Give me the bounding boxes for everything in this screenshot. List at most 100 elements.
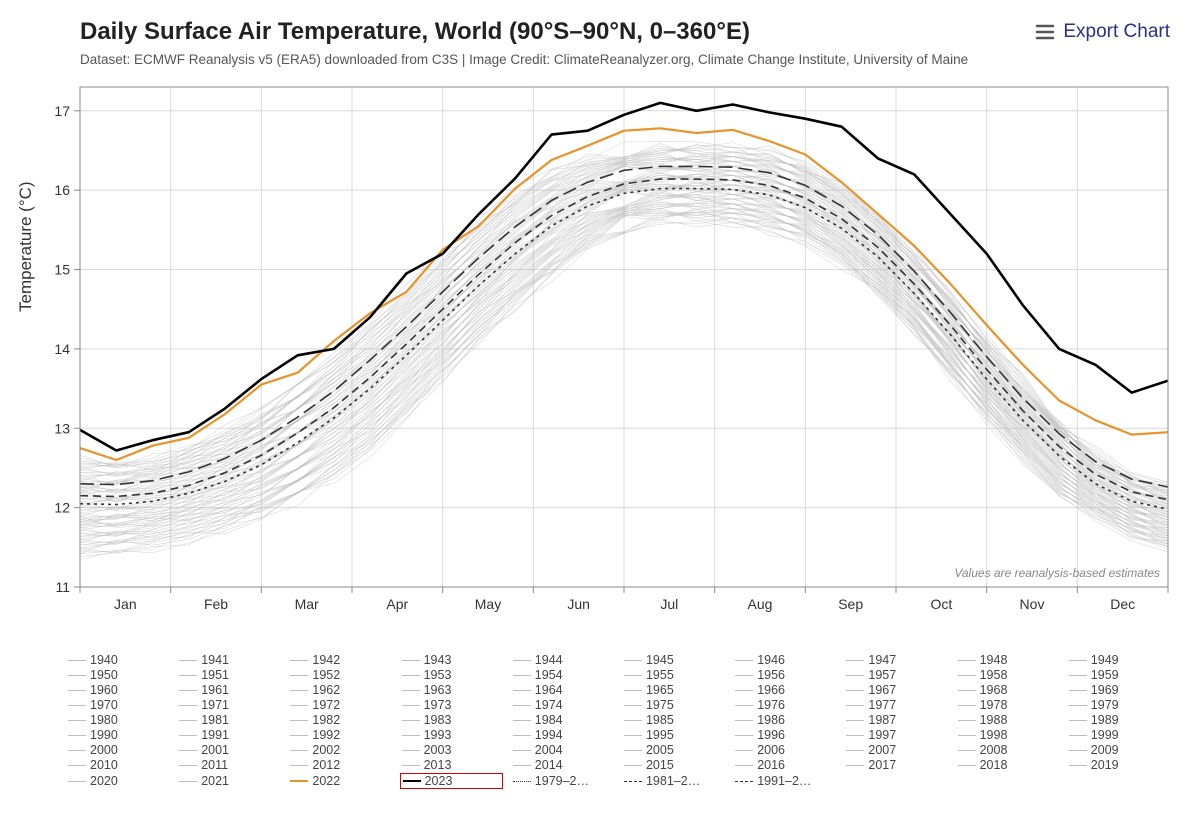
legend-item-1993[interactable]: 1993 (400, 728, 503, 742)
legend-item-1958[interactable]: 1958 (956, 668, 1059, 682)
legend-item-2014[interactable]: 2014 (511, 758, 614, 772)
legend-item-1950[interactable]: 1950 (66, 668, 169, 682)
legend-item-1996[interactable]: 1996 (733, 728, 836, 742)
legend-item-2012[interactable]: 2012 (288, 758, 391, 772)
legend-item-1973[interactable]: 1973 (400, 698, 503, 712)
legend-item-1955[interactable]: 1955 (622, 668, 725, 682)
legend-item-2004[interactable]: 2004 (511, 743, 614, 757)
legend-item-1945[interactable]: 1945 (622, 653, 725, 667)
legend-item-1942[interactable]: 1942 (288, 653, 391, 667)
legend-item-1941[interactable]: 1941 (177, 653, 280, 667)
legend-item-1982[interactable]: 1982 (288, 713, 391, 727)
legend-swatch (179, 705, 197, 706)
legend-item-1959[interactable]: 1959 (1067, 668, 1170, 682)
legend-item-1995[interactable]: 1995 (622, 728, 725, 742)
legend-item-1986[interactable]: 1986 (733, 713, 836, 727)
legend-item-1981–2…[interactable]: 1981–2… (622, 773, 725, 789)
svg-text:15: 15 (54, 262, 70, 278)
legend-item-1984[interactable]: 1984 (511, 713, 614, 727)
legend-item-1974[interactable]: 1974 (511, 698, 614, 712)
legend-item-2017[interactable]: 2017 (844, 758, 947, 772)
legend-item-2023[interactable]: 2023 (400, 773, 503, 789)
legend-swatch (513, 781, 531, 782)
legend-item-1956[interactable]: 1956 (733, 668, 836, 682)
legend-label: 2008 (980, 743, 1008, 757)
legend-item-1940[interactable]: 1940 (66, 653, 169, 667)
legend-item-2016[interactable]: 2016 (733, 758, 836, 772)
legend-item-2007[interactable]: 2007 (844, 743, 947, 757)
legend-item-1947[interactable]: 1947 (844, 653, 947, 667)
legend-item-1961[interactable]: 1961 (177, 683, 280, 697)
legend-item-2011[interactable]: 2011 (177, 758, 280, 772)
legend-swatch (735, 735, 753, 736)
legend-item-1985[interactable]: 1985 (622, 713, 725, 727)
legend-item-2020[interactable]: 2020 (66, 773, 169, 789)
legend-item-1967[interactable]: 1967 (844, 683, 947, 697)
legend-item-1997[interactable]: 1997 (844, 728, 947, 742)
legend-item-1978[interactable]: 1978 (956, 698, 1059, 712)
legend-item-2009[interactable]: 2009 (1067, 743, 1170, 757)
legend-item-1960[interactable]: 1960 (66, 683, 169, 697)
legend-item-1949[interactable]: 1949 (1067, 653, 1170, 667)
legend-item-1965[interactable]: 1965 (622, 683, 725, 697)
legend-item-1957[interactable]: 1957 (844, 668, 947, 682)
legend-item-1979[interactable]: 1979 (1067, 698, 1170, 712)
legend-item-2003[interactable]: 2003 (400, 743, 503, 757)
legend-item-1944[interactable]: 1944 (511, 653, 614, 667)
legend-swatch (513, 705, 531, 706)
legend-item-1988[interactable]: 1988 (956, 713, 1059, 727)
legend-item-1954[interactable]: 1954 (511, 668, 614, 682)
legend-label: 1998 (980, 728, 1008, 742)
legend-item-2010[interactable]: 2010 (66, 758, 169, 772)
legend-item-2002[interactable]: 2002 (288, 743, 391, 757)
legend-item-1963[interactable]: 1963 (400, 683, 503, 697)
legend-item-1989[interactable]: 1989 (1067, 713, 1170, 727)
legend-label: 1993 (424, 728, 452, 742)
legend-label: 2003 (424, 743, 452, 757)
legend-item-1972[interactable]: 1972 (288, 698, 391, 712)
legend-item-1980[interactable]: 1980 (66, 713, 169, 727)
legend-item-2018[interactable]: 2018 (956, 758, 1059, 772)
legend-item-2021[interactable]: 2021 (177, 773, 280, 789)
legend-item-2022[interactable]: 2022 (288, 773, 391, 789)
legend-item-1952[interactable]: 1952 (288, 668, 391, 682)
legend-item-1970[interactable]: 1970 (66, 698, 169, 712)
legend-item-1983[interactable]: 1983 (400, 713, 503, 727)
legend-item-1975[interactable]: 1975 (622, 698, 725, 712)
legend-item-1991–2…[interactable]: 1991–2… (733, 773, 836, 789)
legend-item-1968[interactable]: 1968 (956, 683, 1059, 697)
legend-item-1987[interactable]: 1987 (844, 713, 947, 727)
legend-item-1969[interactable]: 1969 (1067, 683, 1170, 697)
legend-item-2008[interactable]: 2008 (956, 743, 1059, 757)
legend-item-2013[interactable]: 2013 (400, 758, 503, 772)
legend-item-2005[interactable]: 2005 (622, 743, 725, 757)
legend-item-2001[interactable]: 2001 (177, 743, 280, 757)
legend-item-1948[interactable]: 1948 (956, 653, 1059, 667)
legend-item-1966[interactable]: 1966 (733, 683, 836, 697)
legend-item-1976[interactable]: 1976 (733, 698, 836, 712)
legend-item-2000[interactable]: 2000 (66, 743, 169, 757)
legend-item-1979–2…[interactable]: 1979–2… (511, 773, 614, 789)
legend-item-1998[interactable]: 1998 (956, 728, 1059, 742)
legend-item-1981[interactable]: 1981 (177, 713, 280, 727)
legend-item-1962[interactable]: 1962 (288, 683, 391, 697)
legend-item-1943[interactable]: 1943 (400, 653, 503, 667)
legend-item-2015[interactable]: 2015 (622, 758, 725, 772)
legend-item-1977[interactable]: 1977 (844, 698, 947, 712)
legend-item-1990[interactable]: 1990 (66, 728, 169, 742)
legend-item-2019[interactable]: 2019 (1067, 758, 1170, 772)
legend-item-1953[interactable]: 1953 (400, 668, 503, 682)
legend-item-1964[interactable]: 1964 (511, 683, 614, 697)
legend-item-1991[interactable]: 1991 (177, 728, 280, 742)
legend-item-1946[interactable]: 1946 (733, 653, 836, 667)
legend-swatch (846, 735, 864, 736)
legend-item-1999[interactable]: 1999 (1067, 728, 1170, 742)
legend-item-1994[interactable]: 1994 (511, 728, 614, 742)
legend-item-1992[interactable]: 1992 (288, 728, 391, 742)
legend-swatch (1069, 675, 1087, 676)
legend-item-2006[interactable]: 2006 (733, 743, 836, 757)
legend-item-1951[interactable]: 1951 (177, 668, 280, 682)
export-chart-button[interactable]: Export Chart (1035, 21, 1170, 43)
legend-label: 1960 (90, 683, 118, 697)
legend-item-1971[interactable]: 1971 (177, 698, 280, 712)
